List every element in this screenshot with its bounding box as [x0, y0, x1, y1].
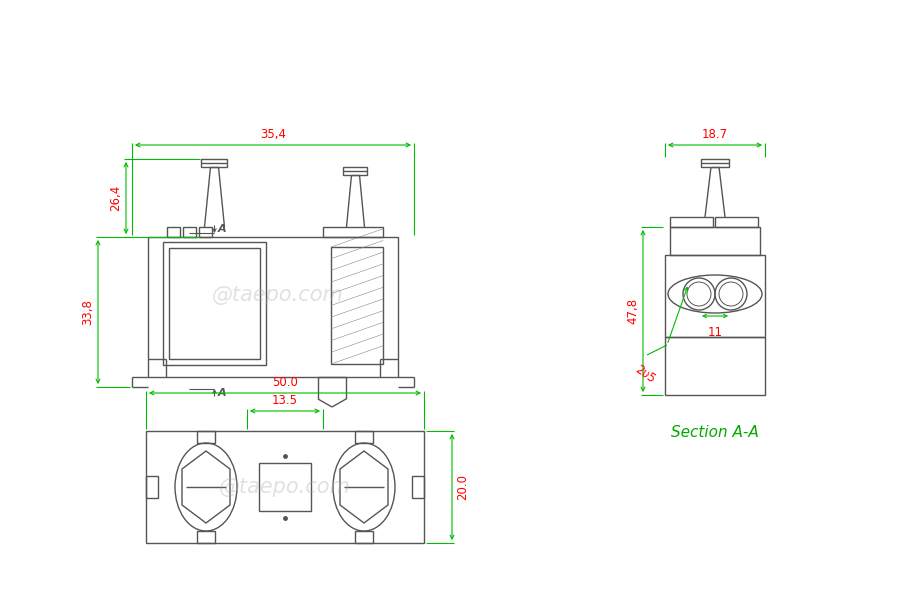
Bar — [355, 531, 372, 543]
Text: 2υ5: 2υ5 — [631, 363, 657, 386]
Text: 26,4: 26,4 — [108, 185, 122, 211]
Text: 11: 11 — [707, 326, 721, 339]
Text: @taepo.com: @taepo.com — [219, 477, 350, 497]
Bar — [343, 167, 367, 175]
Bar — [199, 227, 211, 237]
Text: 33,8: 33,8 — [81, 299, 94, 325]
Bar — [183, 227, 196, 237]
Text: 13.5: 13.5 — [272, 394, 298, 407]
Text: 20.0: 20.0 — [456, 474, 469, 500]
Text: 50.0: 50.0 — [272, 376, 298, 389]
Bar — [669, 217, 712, 227]
Bar — [700, 159, 728, 167]
Text: A: A — [217, 388, 226, 398]
Bar — [146, 431, 424, 543]
Text: 47,8: 47,8 — [625, 298, 639, 324]
Bar — [669, 227, 759, 255]
Bar — [355, 431, 372, 443]
Text: A: A — [217, 224, 226, 234]
Text: @taepo.com: @taepo.com — [212, 285, 344, 305]
Bar — [197, 431, 215, 443]
Bar — [259, 463, 311, 511]
Bar — [412, 476, 424, 498]
Text: 18.7: 18.7 — [701, 128, 727, 141]
Bar — [714, 217, 757, 227]
Text: 35,4: 35,4 — [260, 128, 286, 141]
Bar — [664, 337, 765, 395]
Bar — [148, 237, 398, 377]
Bar — [167, 227, 180, 237]
Bar — [201, 159, 227, 167]
Bar — [197, 531, 215, 543]
Bar — [163, 242, 266, 365]
Text: Section A-A: Section A-A — [670, 425, 758, 440]
Bar — [169, 248, 260, 359]
Bar — [146, 476, 158, 498]
Bar — [664, 255, 765, 337]
Bar — [323, 227, 382, 237]
Bar — [331, 247, 382, 364]
